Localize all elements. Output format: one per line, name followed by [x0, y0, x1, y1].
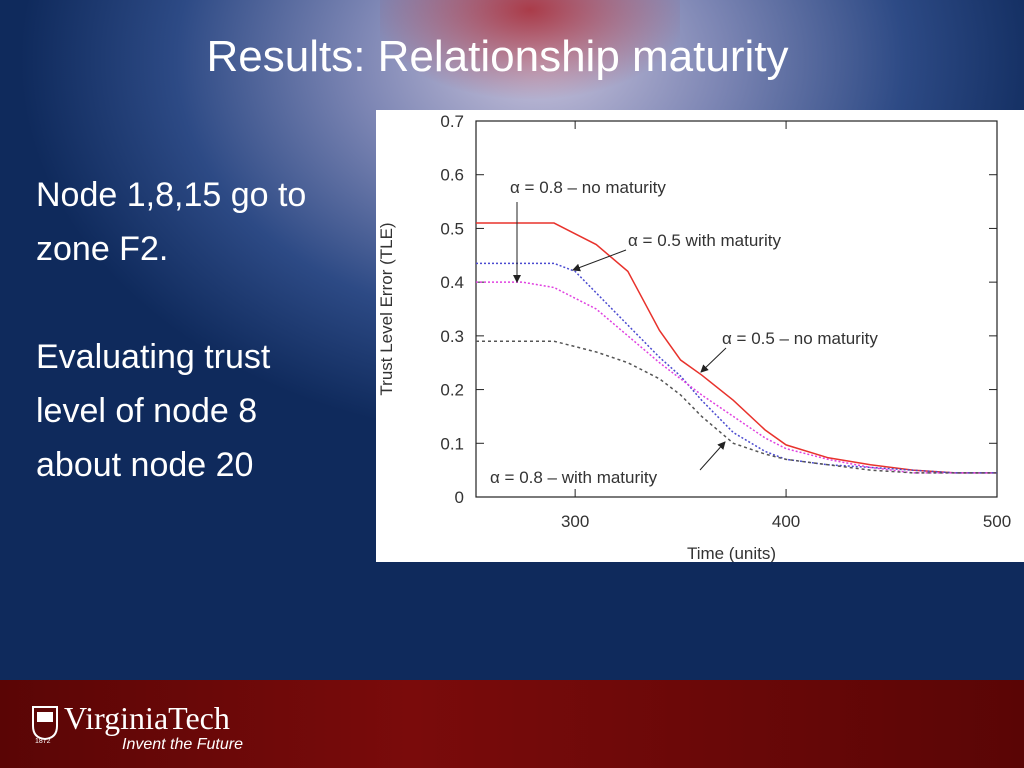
text-line: zone F2. [36, 230, 169, 268]
series-line [476, 281, 997, 474]
logo-name: VirginiaTech [64, 700, 230, 736]
text-line: Evaluating trust [36, 338, 271, 376]
footer: 1872 VirginiaTech Invent the Future [0, 680, 1024, 768]
y-tick-label: 0.2 [440, 381, 464, 400]
series-line [476, 262, 997, 474]
series-line [476, 340, 997, 474]
y-tick-label: 0 [455, 488, 464, 507]
plot-frame [475, 120, 998, 498]
y-tick-label: 0.3 [440, 327, 464, 346]
text-line: Node 1,8,15 go to [36, 176, 307, 214]
text-line: about node 20 [36, 446, 254, 484]
annotation-arrow [572, 249, 627, 272]
x-tick-label: 500 [983, 512, 1011, 531]
x-axis-label: Time (units) [687, 544, 776, 562]
paragraph: Node 1,8,15 go to zone F2. [36, 168, 306, 276]
logo-tagline: Invent the Future [122, 736, 243, 753]
y-axis-label: Trust Level Error (TLE) [377, 222, 396, 395]
decoration [380, 0, 680, 110]
logo-year: 1872 [35, 738, 51, 745]
series-line [476, 222, 997, 474]
y-tick-label: 0.4 [440, 273, 464, 292]
paragraph: Evaluating trust level of node 8 about nod… [36, 330, 270, 492]
y-tick-label: 0.1 [440, 434, 464, 453]
y-tick-label: 0.7 [440, 112, 464, 131]
logo-shield [32, 706, 58, 740]
x-tick-label: 400 [772, 512, 800, 531]
slide-title: Results: Relationship maturity [206, 32, 789, 81]
series-annotation: α = 0.8 – no maturity [510, 178, 666, 197]
x-tick-label: 300 [561, 512, 589, 531]
y-tick-label: 0.6 [440, 166, 464, 185]
y-tick-label: 0.5 [440, 219, 464, 238]
chart: 0 0.1 0.2 0.3 0.4 0.5 0.6 0.7 300 400 500 Time (uni… [376, 110, 1024, 562]
series-annotation: α = 0.5 – no maturity [722, 329, 878, 348]
text-line: level of node 8 [36, 392, 258, 430]
series-annotation: α = 0.8 – with maturity [490, 468, 658, 487]
series-annotation: α = 0.5 with maturity [628, 231, 781, 250]
annotation-arrow [700, 347, 727, 373]
annotation-arrow [699, 441, 726, 471]
